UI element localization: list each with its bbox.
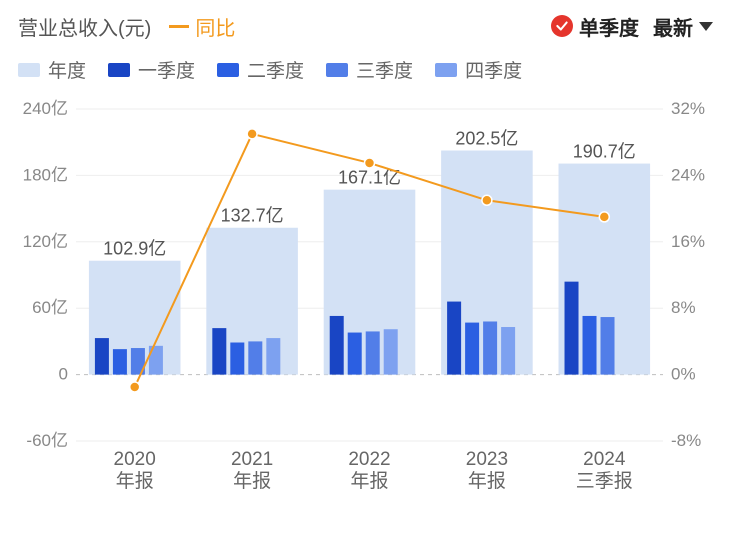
svg-text:年报: 年报 bbox=[233, 470, 271, 492]
legend-item[interactable]: 年度 bbox=[18, 56, 86, 83]
svg-text:年报: 年报 bbox=[468, 470, 506, 492]
svg-text:2021: 2021 bbox=[231, 449, 273, 470]
svg-text:年报: 年报 bbox=[350, 470, 388, 492]
svg-text:2024: 2024 bbox=[583, 449, 626, 470]
chart-plot-area: -60亿 -8% 0 0% 60亿 8% 120亿 16% 180亿 24% 240亿 32% 102.… bbox=[18, 91, 713, 511]
svg-text:180亿: 180亿 bbox=[23, 165, 68, 184]
legend-label: 年度 bbox=[48, 56, 86, 83]
checkmark-icon bbox=[551, 15, 573, 37]
svg-text:年报: 年报 bbox=[116, 470, 154, 492]
svg-text:60亿: 60亿 bbox=[32, 298, 68, 317]
svg-text:102.9亿: 102.9亿 bbox=[103, 239, 166, 259]
svg-text:24%: 24% bbox=[671, 165, 705, 184]
svg-text:120亿: 120亿 bbox=[23, 232, 68, 251]
legend-label: 三季度 bbox=[356, 56, 413, 83]
legend-row: 年度 一季度 二季度 三季度 四季度 bbox=[18, 56, 713, 83]
legend-item[interactable]: 一季度 bbox=[108, 56, 195, 83]
svg-text:202.5亿: 202.5亿 bbox=[455, 129, 518, 149]
svg-text:-60亿: -60亿 bbox=[26, 431, 68, 450]
legend-label: 二季度 bbox=[247, 56, 304, 83]
svg-text:三季报: 三季报 bbox=[576, 470, 633, 492]
toggle-label: 单季度 bbox=[579, 12, 639, 41]
dropdown-label: 最新 bbox=[653, 12, 693, 41]
legend-swatch bbox=[435, 63, 457, 77]
legend-swatch bbox=[108, 63, 130, 77]
chart-header: 营业总收入(元) 同比 单季度 最新 bbox=[18, 8, 713, 44]
single-quarter-toggle[interactable]: 单季度 bbox=[551, 12, 639, 41]
svg-text:16%: 16% bbox=[671, 232, 705, 251]
header-left: 营业总收入(元) 同比 bbox=[18, 12, 235, 41]
svg-text:0%: 0% bbox=[671, 365, 696, 384]
line-series-label: 同比 bbox=[195, 12, 235, 41]
svg-text:2023: 2023 bbox=[466, 449, 508, 470]
header-right: 单季度 最新 bbox=[551, 12, 713, 41]
period-dropdown[interactable]: 最新 bbox=[653, 12, 713, 41]
legend-item[interactable]: 三季度 bbox=[326, 56, 413, 83]
legend-item[interactable]: 二季度 bbox=[217, 56, 304, 83]
chevron-down-icon bbox=[699, 22, 713, 31]
svg-text:190.7亿: 190.7亿 bbox=[573, 142, 636, 162]
svg-text:8%: 8% bbox=[671, 298, 696, 317]
svg-text:132.7亿: 132.7亿 bbox=[221, 206, 284, 226]
legend-swatch bbox=[18, 63, 40, 77]
chart-svg: -60亿 -8% 0 0% 60亿 8% 120亿 16% 180亿 24% 240亿 32% 102.… bbox=[18, 91, 713, 511]
legend-swatch bbox=[217, 63, 239, 77]
svg-text:-8%: -8% bbox=[671, 431, 701, 450]
legend-item[interactable]: 四季度 bbox=[435, 56, 522, 83]
svg-text:0: 0 bbox=[59, 365, 68, 384]
svg-text:2022: 2022 bbox=[348, 449, 390, 470]
line-dash-icon bbox=[169, 25, 189, 28]
legend-label: 一季度 bbox=[138, 56, 195, 83]
legend-swatch bbox=[326, 63, 348, 77]
legend-label: 四季度 bbox=[465, 56, 522, 83]
svg-text:2020: 2020 bbox=[114, 449, 156, 470]
series-title: 营业总收入(元) bbox=[18, 12, 151, 41]
line-series-legend: 同比 bbox=[169, 12, 235, 41]
svg-text:240亿: 240亿 bbox=[23, 99, 68, 118]
svg-text:32%: 32% bbox=[671, 99, 705, 118]
chart-container: 营业总收入(元) 同比 单季度 最新 年度 一季度 二季度 三季度 四季度 -60亿 -8… bbox=[0, 0, 731, 539]
